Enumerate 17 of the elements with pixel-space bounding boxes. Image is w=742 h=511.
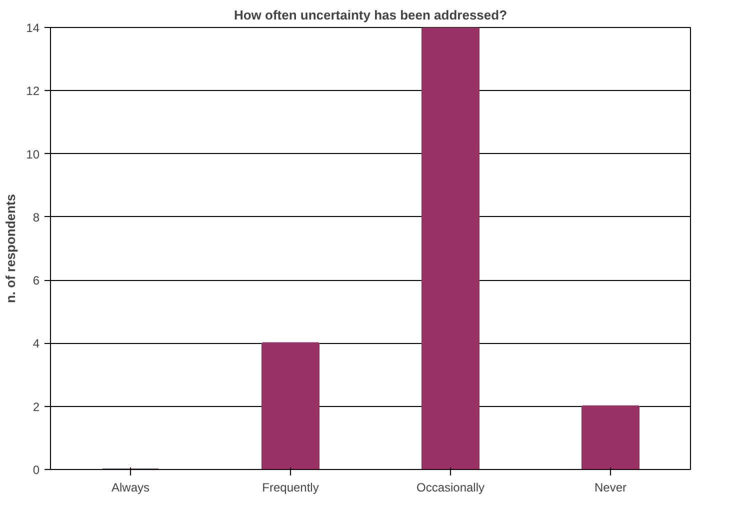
y-tick-label: 6: [32, 274, 40, 288]
y-tick-label: 0: [32, 463, 40, 477]
y-axis-title: n. of respondents: [3, 194, 18, 304]
chart-title: How often uncertainty has been addressed?: [234, 8, 508, 22]
y-tick-label: 12: [26, 84, 40, 98]
y-tick-label: 10: [26, 147, 40, 162]
y-tick-label: 8: [32, 210, 40, 224]
x-tick-label: Frequently: [262, 480, 319, 494]
x-tick-label: Always: [111, 480, 150, 494]
y-tick-label: 14: [26, 21, 40, 35]
y-tick-label: 4: [32, 336, 40, 351]
bar: [262, 342, 320, 470]
y-tick-label: 2: [32, 400, 40, 414]
x-tick-label: Never: [594, 480, 627, 494]
x-tick-label: Occasionally: [416, 480, 485, 494]
bar: [422, 28, 480, 470]
bar: [582, 405, 640, 470]
